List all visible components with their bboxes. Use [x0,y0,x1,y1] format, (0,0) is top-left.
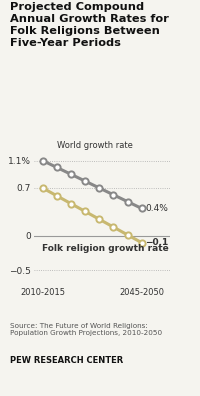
Text: Folk religion growth rate: Folk religion growth rate [42,244,169,253]
Text: World growth rate: World growth rate [57,141,133,150]
Text: PEW RESEARCH CENTER: PEW RESEARCH CENTER [10,356,123,366]
Text: Source: The Future of World Religions:
Population Growth Projections, 2010-2050: Source: The Future of World Religions: P… [10,323,162,336]
Text: 0.4%: 0.4% [145,204,168,213]
Text: −0.1: −0.1 [145,238,168,247]
Text: Projected Compound
Annual Growth Rates for
Folk Religions Between
Five-Year Peri: Projected Compound Annual Growth Rates f… [10,2,169,48]
